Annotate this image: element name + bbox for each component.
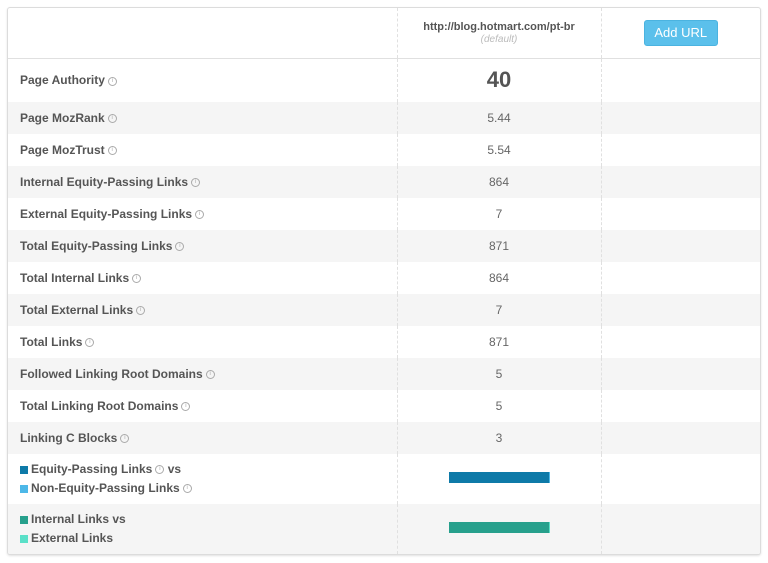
metric-value: 7 [396,293,601,326]
external-bar-segment [548,521,550,533]
internal-legend-label: Internal Links vs [31,511,126,526]
equity-legend-swatch [20,465,28,474]
table-row: Total Linking Root Domains i 5 [8,389,760,422]
metric-value: 871 [396,229,601,262]
metric-value: 864 [396,261,601,294]
metric-label: Internal Equity-Passing Links [20,174,189,189]
info-icon[interactable]: i [120,433,130,443]
info-icon[interactable]: i [205,369,215,379]
metric-label: Page Authority [20,73,105,88]
metric-value: 864 [396,165,601,198]
default-note: (default) [480,34,518,45]
equity-legend-label: Equity-Passing Links [31,461,153,476]
external-legend-swatch [20,534,28,543]
metric-value: 5 [396,357,601,390]
page-authority-value: 40 [486,67,512,93]
metric-label: Followed Linking Root Domains [20,366,203,381]
metric-label: Page MozRank [20,110,105,125]
table-row: Internal Equity-Passing Links i 864 [8,165,760,198]
info-icon[interactable]: i [107,113,117,123]
table-row-page-authority: Page Authority i 40 [8,58,760,102]
metric-label: Total External Links [20,302,134,317]
internal-legend-swatch [20,515,28,524]
internal-external-comparison-row: Internal Links vs External Links [8,503,760,554]
table-row: Total Links i 871 [8,325,760,358]
info-icon[interactable]: i [182,483,192,493]
info-icon[interactable]: i [181,401,191,411]
info-icon[interactable]: i [195,209,205,219]
vs-label: vs [167,461,182,476]
metric-value: 871 [396,325,601,358]
table-row: Total Equity-Passing Links i 871 [8,229,760,262]
info-icon[interactable]: i [175,241,185,251]
info-icon[interactable]: i [132,273,142,283]
non-equity-legend-label: Non-Equity-Passing Links [31,480,180,495]
add-url-button[interactable]: Add URL [643,20,718,46]
metric-label: Total Linking Root Domains [20,398,179,413]
equity-comparison-row: Equity-Passing Links i vs Non-Equity-Pass… [8,453,760,504]
non-equity-legend-swatch [20,484,28,493]
equity-ratio-bar [448,471,550,483]
metric-label: Total Links [20,334,83,349]
table-row: Page MozRank i 5.44 [8,101,760,134]
metrics-panel: http://blog.hotmart.com/pt-br (default) … [7,7,761,555]
table-row: Linking C Blocks i 3 [8,421,760,454]
table-row: Total External Links i 7 [8,293,760,326]
metrics-table: http://blog.hotmart.com/pt-br (default) … [8,8,760,554]
info-icon[interactable]: i [107,145,117,155]
url-label: http://blog.hotmart.com/pt-br [423,21,575,33]
info-icon[interactable]: i [85,337,95,347]
table-row: Total Internal Links i 864 [8,261,760,294]
header-row: http://blog.hotmart.com/pt-br (default) … [8,8,760,59]
table-row: External Equity-Passing Links i 7 [8,197,760,230]
metric-value: 5.44 [396,101,601,134]
table-row: Page MozTrust i 5.54 [8,133,760,166]
metric-value: 7 [396,197,601,230]
metric-value: 3 [396,421,601,454]
metric-value: 5.54 [396,133,601,166]
metric-label: Linking C Blocks [20,430,118,445]
non-equity-bar-segment [548,471,550,483]
header-empty-cell [8,8,397,59]
info-icon[interactable]: i [136,305,146,315]
metric-value: 5 [396,389,601,422]
metric-label: Total Internal Links [20,270,130,285]
table-row: Followed Linking Root Domains i 5 [8,357,760,390]
external-legend-label: External Links [31,530,114,545]
info-icon[interactable]: i [191,177,201,187]
info-icon[interactable]: i [155,464,165,474]
url-column-header: http://blog.hotmart.com/pt-br (default) [396,8,601,59]
metric-label: External Equity-Passing Links [20,206,193,221]
metric-label: Total Equity-Passing Links [20,238,173,253]
internal-external-ratio-bar [448,521,550,533]
add-url-cell: Add URL [600,8,760,59]
info-icon[interactable]: i [107,76,117,86]
metric-label: Page MozTrust [20,142,105,157]
